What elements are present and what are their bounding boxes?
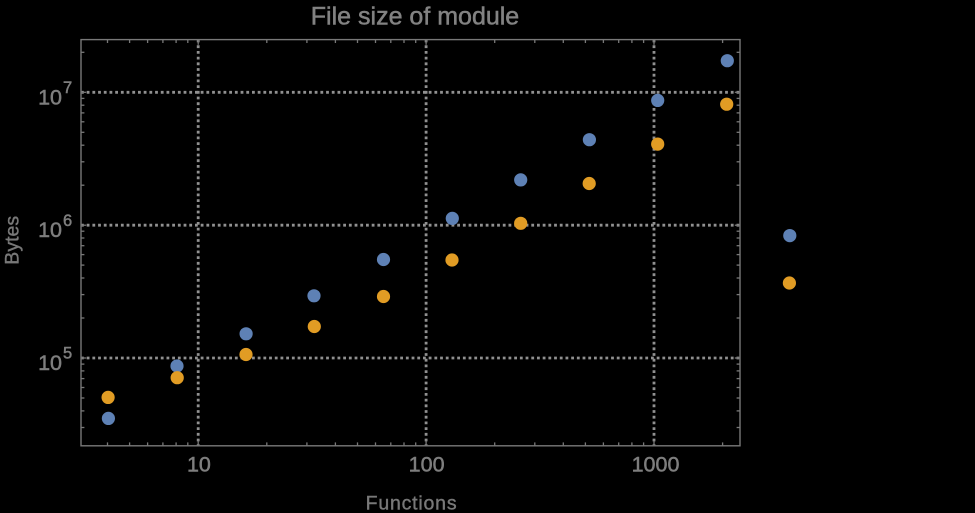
svg-text:7: 7	[63, 79, 72, 97]
svg-text:1000: 1000	[632, 452, 680, 476]
svg-text:100: 100	[409, 452, 445, 476]
svg-text:10: 10	[38, 351, 62, 375]
svg-text:10: 10	[187, 452, 211, 476]
svg-text:Bytes: Bytes	[2, 216, 24, 265]
svg-text:10: 10	[38, 218, 62, 242]
svg-text:File size of module: File size of module	[311, 3, 519, 31]
svg-text:10: 10	[38, 85, 62, 109]
svg-text:6: 6	[63, 212, 72, 230]
svg-text:5: 5	[63, 345, 72, 363]
svg-text:Functions: Functions	[366, 493, 458, 513]
